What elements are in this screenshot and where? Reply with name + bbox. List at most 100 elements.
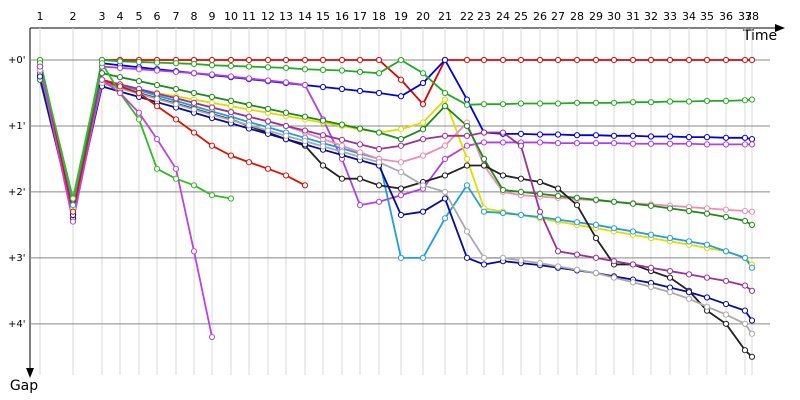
data-point	[480, 129, 488, 136]
data-point	[592, 254, 600, 261]
x-tick-label: 16	[335, 10, 349, 23]
data-point	[208, 93, 216, 101]
data-point	[227, 103, 235, 110]
x-tick-label: 11	[242, 10, 256, 23]
data-point	[722, 248, 730, 255]
data-point	[441, 188, 449, 196]
data-point	[748, 208, 756, 215]
data-point	[319, 143, 327, 150]
data-point	[419, 101, 427, 108]
data-point	[748, 330, 756, 337]
data-point	[629, 200, 637, 207]
data-point	[722, 277, 730, 285]
data-point	[685, 295, 693, 302]
data-point	[703, 274, 711, 281]
data-point	[356, 153, 364, 161]
data-point	[499, 172, 507, 179]
x-tick-label: 31	[626, 10, 640, 23]
data-point	[153, 59, 161, 66]
y-tick-label: +3'	[8, 253, 26, 264]
x-tick-label: 15	[316, 10, 330, 23]
data-point	[69, 218, 77, 225]
x-tick-label: 4	[117, 10, 124, 23]
data-point	[741, 217, 749, 225]
data-point	[573, 99, 581, 106]
x-tick-label: 27	[551, 10, 565, 23]
x-tick-label: 35	[700, 10, 714, 23]
data-point	[741, 97, 749, 104]
data-point	[153, 165, 161, 172]
data-point	[517, 211, 525, 219]
x-tick-label: 33	[663, 10, 677, 23]
data-point	[480, 261, 488, 268]
data-point	[666, 267, 674, 275]
data-point	[397, 136, 405, 143]
x-tick-label: 13	[279, 10, 293, 23]
data-point	[741, 307, 749, 314]
data-point	[499, 129, 507, 136]
data-point	[517, 130, 525, 137]
data-point	[499, 209, 507, 217]
data-point	[480, 139, 488, 146]
data-point	[441, 89, 449, 97]
data-point	[116, 89, 124, 97]
data-point	[245, 122, 253, 129]
data-point	[554, 192, 562, 199]
data-point	[397, 93, 405, 100]
data-point	[748, 264, 756, 271]
data-point	[629, 261, 637, 268]
data-point	[573, 132, 581, 139]
x-tick-label: 23	[477, 10, 491, 23]
data-point	[463, 132, 471, 139]
data-point	[480, 208, 488, 215]
data-point	[282, 172, 290, 179]
data-point	[517, 142, 525, 149]
data-point	[419, 208, 427, 215]
data-point	[722, 56, 730, 64]
data-point	[517, 188, 525, 196]
data-point	[499, 101, 507, 108]
data-point	[499, 139, 507, 146]
data-point	[722, 141, 730, 148]
data-point	[190, 60, 198, 68]
data-point	[517, 56, 525, 64]
data-point	[319, 83, 327, 91]
x-tick-label: 17	[353, 10, 367, 23]
data-point	[135, 77, 143, 85]
data-point	[722, 206, 730, 213]
data-point	[227, 152, 235, 159]
data-point	[463, 142, 471, 149]
x-tick-label: 26	[533, 10, 547, 23]
data-point	[69, 195, 77, 202]
x-tick-label: 1	[37, 10, 44, 23]
data-point	[208, 62, 216, 69]
data-point	[301, 81, 309, 89]
data-point	[264, 127, 272, 134]
data-point	[647, 283, 655, 290]
data-point	[536, 139, 544, 146]
data-point	[419, 126, 427, 133]
data-point	[463, 96, 471, 103]
data-point	[397, 192, 405, 199]
data-point	[282, 132, 290, 139]
data-point	[441, 103, 449, 110]
data-point	[172, 165, 180, 172]
data-point	[499, 254, 507, 261]
data-point	[190, 182, 198, 189]
x-tick-label: 18	[372, 10, 386, 23]
data-point	[245, 56, 253, 64]
data-point	[153, 95, 161, 102]
data-point	[172, 175, 180, 182]
data-point	[338, 67, 346, 74]
data-point	[610, 56, 618, 64]
data-point	[172, 101, 180, 108]
data-point	[397, 76, 405, 83]
data-point	[227, 108, 235, 116]
data-point	[419, 254, 427, 261]
series-line	[39, 66, 753, 358]
data-point	[685, 271, 693, 278]
data-point	[397, 169, 405, 176]
data-point	[748, 353, 756, 360]
data-point	[301, 56, 309, 64]
data-point	[554, 56, 562, 64]
